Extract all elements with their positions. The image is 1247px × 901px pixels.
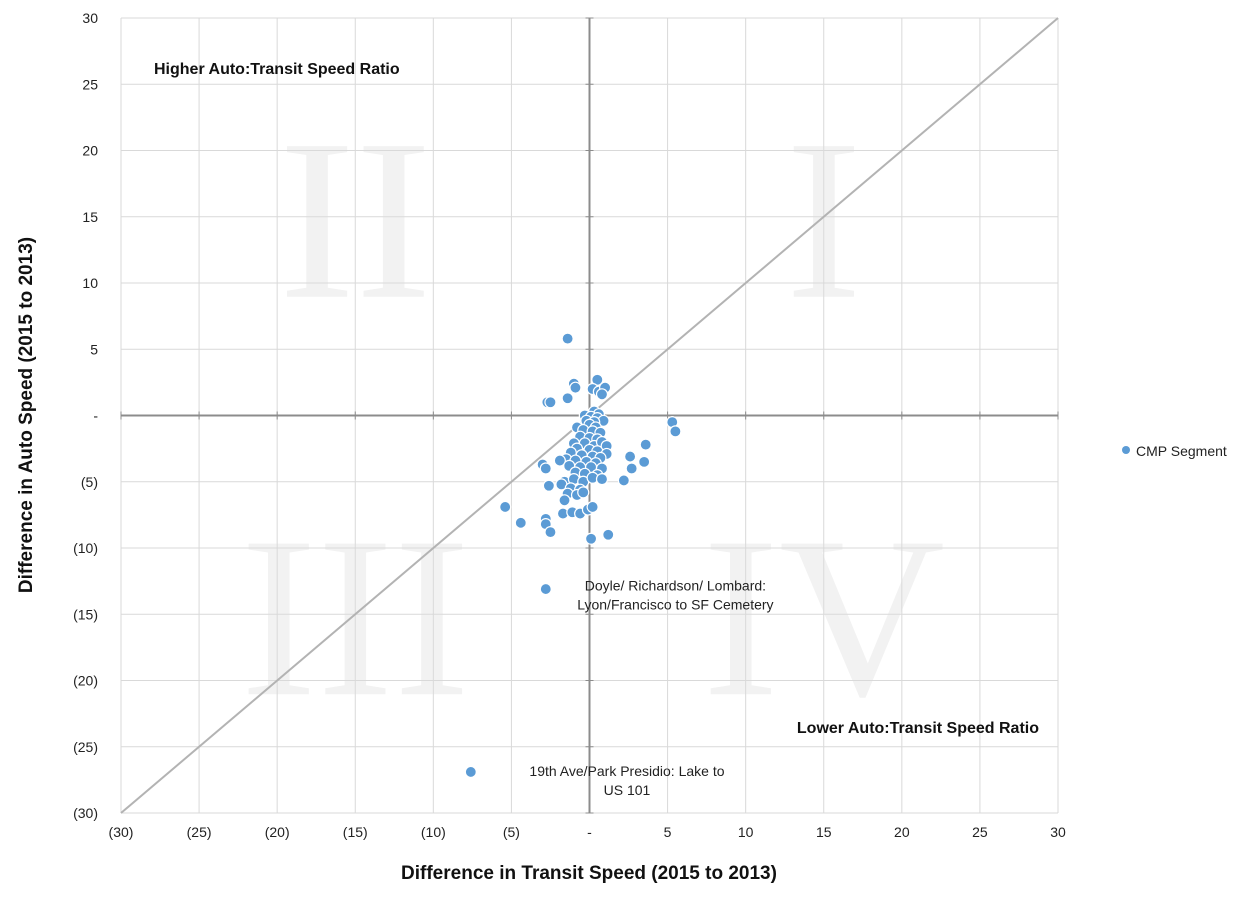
data-point — [542, 479, 555, 492]
x-tick-label: 10 — [738, 824, 754, 840]
x-tick-label: (5) — [503, 824, 520, 840]
data-point — [539, 582, 552, 596]
legend-marker — [1122, 446, 1130, 454]
data-point — [464, 765, 477, 779]
x-tick-label: 25 — [972, 824, 988, 840]
x-tick-label: (15) — [343, 824, 368, 840]
annotation-line: 19th Ave/Park Presidio: Lake to — [529, 763, 724, 779]
point-annotations: Doyle/ Richardson/ Lombard: Lyon/Francisc… — [529, 577, 773, 798]
x-tick-label: 5 — [664, 824, 672, 840]
data-point — [595, 473, 609, 486]
y-tick-label: (25) — [73, 739, 98, 755]
data-point — [539, 462, 552, 475]
data-point — [561, 332, 574, 345]
data-point — [499, 500, 512, 514]
y-tick-label: (30) — [73, 805, 98, 821]
annotation-line: Doyle/ Richardson/ Lombard: — [585, 577, 766, 593]
data-point — [577, 486, 590, 499]
legend: CMP Segment — [1122, 443, 1227, 459]
x-tick-labels: (30) (25) (20) (15) (10) (5) - 5 10 15 20 25 30 — [109, 824, 1066, 840]
data-point — [595, 388, 609, 401]
x-tick-label: (10) — [421, 824, 446, 840]
annotation-line: Lyon/Francisco to SF Cemetery — [577, 596, 773, 612]
data-point — [558, 494, 571, 507]
data-points — [464, 332, 682, 779]
x-tick-label: 15 — [816, 824, 832, 840]
y-axis-title: Difference in Auto Speed (2015 to 2013) — [16, 237, 37, 593]
data-point — [602, 528, 615, 541]
x-tick-label: - — [587, 824, 592, 840]
y-tick-label: - — [93, 408, 98, 424]
data-point — [514, 516, 527, 529]
data-point — [638, 455, 651, 468]
data-point — [544, 396, 557, 409]
data-point — [669, 425, 682, 438]
x-axis-title: Difference in Transit Speed (2015 to 201… — [401, 863, 777, 884]
y-tick-label: 10 — [82, 275, 98, 291]
y-tick-label: (15) — [73, 606, 98, 622]
data-point — [553, 454, 566, 467]
point-annotation-1: Doyle/ Richardson/ Lombard: Lyon/Francisc… — [577, 577, 773, 612]
data-point — [584, 532, 598, 545]
data-point — [625, 462, 638, 475]
x-tick-label: (30) — [109, 824, 134, 840]
note-higher-ratio: Higher Auto:Transit Speed Ratio — [154, 61, 400, 78]
data-point — [561, 392, 574, 405]
y-tick-label: 30 — [82, 10, 98, 26]
y-tick-label: 15 — [82, 209, 98, 225]
x-tick-label: (20) — [265, 824, 290, 840]
data-point — [569, 381, 582, 394]
y-tick-label: (10) — [73, 540, 98, 556]
y-tick-label: (5) — [81, 474, 98, 490]
data-point — [617, 474, 630, 487]
data-point — [586, 500, 599, 514]
data-point — [639, 438, 652, 451]
y-tick-label: 5 — [90, 341, 98, 357]
note-lower-ratio: Lower Auto:Transit Speed Ratio — [797, 720, 1039, 737]
y-tick-label: (20) — [73, 673, 98, 689]
x-tick-label: 30 — [1050, 824, 1066, 840]
x-tick-label: 20 — [894, 824, 910, 840]
y-tick-label: 25 — [82, 76, 98, 92]
legend-label: CMP Segment — [1136, 443, 1227, 459]
data-point — [624, 450, 637, 463]
x-tick-label: (25) — [187, 824, 212, 840]
y-tick-labels: 30 25 20 15 10 5 - (5) (10) (15) (20) (25) (30) — [73, 10, 98, 821]
annotation-line: US 101 — [604, 782, 651, 798]
point-annotation-2: 19th Ave/Park Presidio: Lake to US 101 — [529, 763, 724, 798]
y-tick-label: 20 — [82, 143, 98, 159]
data-point — [544, 525, 557, 539]
